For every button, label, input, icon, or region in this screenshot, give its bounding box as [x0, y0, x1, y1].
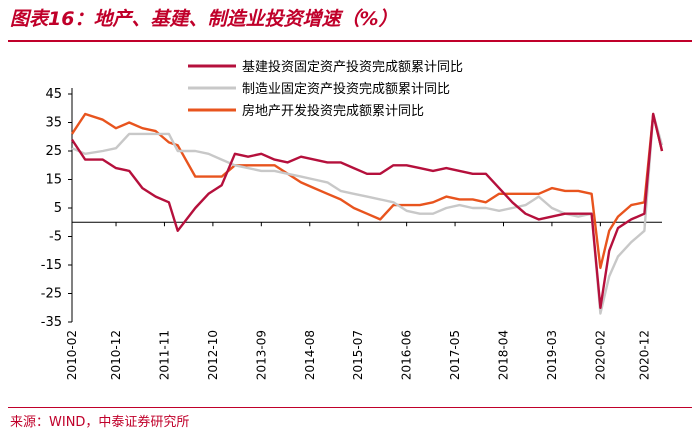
legend-label: 房地产开发投资完成额累计同比 [242, 103, 424, 119]
x-tick-label: 2010-02 [65, 330, 79, 380]
x-tick-label: 2011-11 [157, 330, 171, 380]
x-tick-label: 2014-08 [303, 330, 317, 380]
series-line [71, 112, 664, 315]
series-line [70, 112, 664, 309]
source-rule [8, 407, 692, 408]
y-axis-ticks: 45 35 25 15 5 -5 -15 -25 -35 [41, 87, 72, 330]
line-chart: 45 35 25 15 5 -5 -15 -25 -35 2010-02 2010-12 2011-… [41, 59, 664, 380]
x-tick-label: 2020-12 [637, 330, 651, 380]
x-tick-label: 2019-03 [545, 330, 559, 380]
source-note: 来源：WIND，中泰证券研究所 [10, 415, 190, 430]
y-tick-label: -5 [49, 230, 62, 245]
x-tick-label: 2012-10 [206, 330, 220, 380]
y-tick-label: 25 [45, 144, 62, 159]
legend-label: 制造业固定资产投资完成额累计同比 [242, 81, 450, 97]
y-tick-label: -35 [41, 315, 62, 330]
x-tick-label: 2015-07 [351, 330, 365, 380]
chart-axes [71, 88, 662, 322]
x-axis-ticks: 2010-02 2010-12 2011-11 2012-10 2013-09 2014-… [65, 222, 651, 380]
series-line [70, 112, 664, 270]
x-tick-label: 2013-09 [254, 330, 268, 380]
y-tick-label: -25 [41, 287, 62, 302]
legend: 基建投资固定资产投资完成额累计同比制造业固定资产投资完成额累计同比房地产开发投资… [188, 59, 463, 119]
x-tick-label: 2020-02 [593, 330, 607, 380]
figure-title: 图表16：地产、基建、制造业投资增速（%） [10, 8, 398, 30]
y-tick-label: -15 [41, 258, 62, 273]
title-rule [8, 40, 692, 42]
y-tick-label: 5 [54, 201, 62, 216]
y-tick-label: 45 [45, 87, 62, 102]
x-tick-label: 2016-06 [400, 330, 414, 380]
y-tick-label: 15 [45, 173, 62, 188]
x-tick-label: 2017-05 [448, 330, 462, 380]
x-tick-label: 2018-04 [496, 330, 510, 380]
series-lines [70, 112, 664, 315]
x-tick-label: 2010-12 [109, 330, 123, 380]
legend-label: 基建投资固定资产投资完成额累计同比 [242, 59, 463, 75]
y-tick-label: 35 [45, 116, 62, 131]
